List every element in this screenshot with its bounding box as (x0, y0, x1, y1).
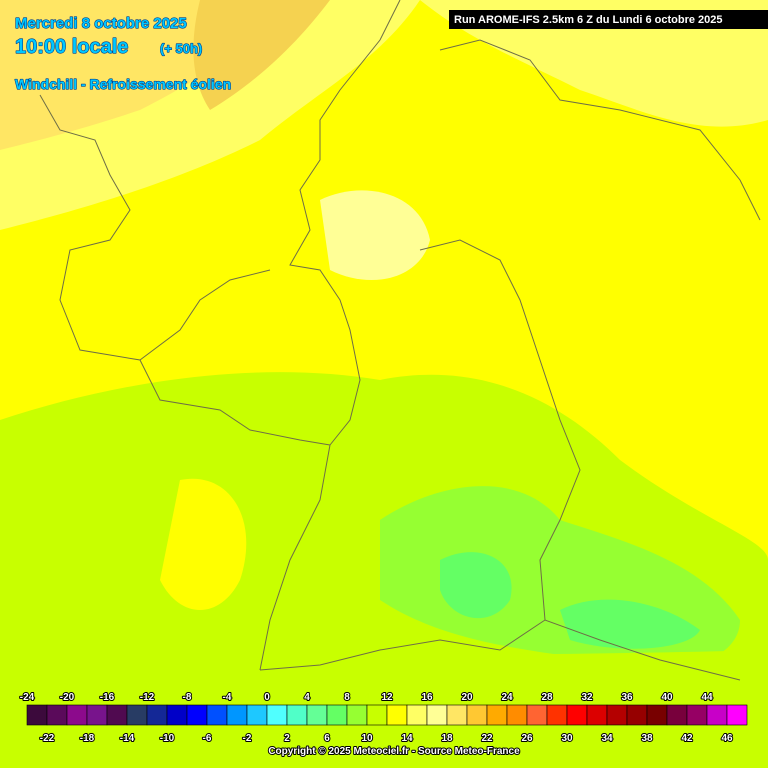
legend-label: 38 (641, 733, 653, 744)
legend-swatch (86, 704, 108, 726)
legend-swatch (286, 704, 308, 726)
legend-label: 6 (324, 733, 330, 744)
legend-label: 12 (381, 692, 393, 703)
legend-swatch (626, 704, 648, 726)
legend-swatch (566, 704, 588, 726)
legend: -24-22-20-18-16-14-12-10-8-6-4-202468101… (19, 691, 748, 745)
run-box (449, 10, 768, 29)
legend-swatch (646, 704, 668, 726)
legend-label: -18 (80, 733, 95, 744)
legend-swatch (586, 704, 608, 726)
legend-swatch (606, 704, 628, 726)
legend-label: 26 (521, 733, 533, 744)
legend-swatch (186, 704, 208, 726)
legend-label: 34 (601, 733, 613, 744)
legend-swatch (466, 704, 488, 726)
legend-swatch (46, 704, 68, 726)
copyright: Copyright © 2025 Meteociel.fr - Source M… (268, 746, 520, 757)
legend-label: 14 (401, 733, 413, 744)
legend-label: -16 (100, 692, 115, 703)
legend-swatch (426, 704, 448, 726)
legend-swatch (146, 704, 168, 726)
legend-swatch (706, 704, 728, 726)
legend-label: 28 (541, 692, 553, 703)
legend-swatch (246, 704, 268, 726)
legend-swatch (546, 704, 568, 726)
legend-label: 30 (561, 733, 573, 744)
legend-label: 20 (461, 692, 473, 703)
legend-swatch (486, 704, 508, 726)
legend-swatch (326, 704, 348, 726)
legend-label: -14 (120, 733, 135, 744)
legend-swatch (506, 704, 528, 726)
legend-label: -4 (223, 692, 232, 703)
legend-swatch (206, 704, 228, 726)
legend-label: 2 (284, 733, 290, 744)
legend-swatch (26, 704, 48, 726)
legend-swatch (406, 704, 428, 726)
forecast-lead: (+ 50h) (160, 41, 202, 56)
legend-swatch (126, 704, 148, 726)
legend-label: -6 (203, 733, 212, 744)
legend-label: 8 (344, 692, 350, 703)
legend-swatch (226, 704, 248, 726)
legend-label: 0 (264, 692, 270, 703)
run-info: Run AROME-IFS 2.5km 6 Z du Lundi 6 octob… (454, 14, 723, 26)
legend-label: -12 (140, 692, 155, 703)
legend-label: -10 (160, 733, 175, 744)
legend-label: 42 (681, 733, 693, 744)
legend-swatch (166, 704, 188, 726)
legend-swatch (266, 704, 288, 726)
legend-label: -24 (20, 692, 35, 703)
legend-label: 18 (441, 733, 453, 744)
product-name: Windchill - Refroissement éolien (15, 76, 231, 92)
legend-swatch (66, 704, 88, 726)
legend-label: -2 (243, 733, 252, 744)
forecast-date: Mercredi 8 octobre 2025 (15, 15, 187, 32)
legend-label: 16 (421, 692, 433, 703)
legend-swatch (446, 704, 468, 726)
borders (39, 0, 761, 681)
legend-swatch (726, 704, 748, 726)
legend-label: -20 (60, 692, 75, 703)
legend-label: 10 (361, 733, 373, 744)
legend-label: -22 (40, 733, 55, 744)
legend-swatch (346, 704, 368, 726)
legend-label: 4 (304, 692, 310, 703)
legend-swatch (686, 704, 708, 726)
legend-swatch (306, 704, 328, 726)
legend-swatch (366, 704, 388, 726)
legend-swatch (386, 704, 408, 726)
legend-label: 32 (581, 692, 593, 703)
legend-label: 36 (621, 692, 633, 703)
legend-swatch (526, 704, 548, 726)
legend-label: 46 (721, 733, 733, 744)
legend-label: 22 (481, 733, 493, 744)
legend-label: -8 (183, 692, 192, 703)
legend-label: 44 (701, 692, 713, 703)
legend-label: 24 (501, 692, 513, 703)
legend-swatch (106, 704, 128, 726)
legend-label: 40 (661, 692, 673, 703)
forecast-time: 10:00 locale (15, 36, 128, 58)
legend-swatch (666, 704, 688, 726)
